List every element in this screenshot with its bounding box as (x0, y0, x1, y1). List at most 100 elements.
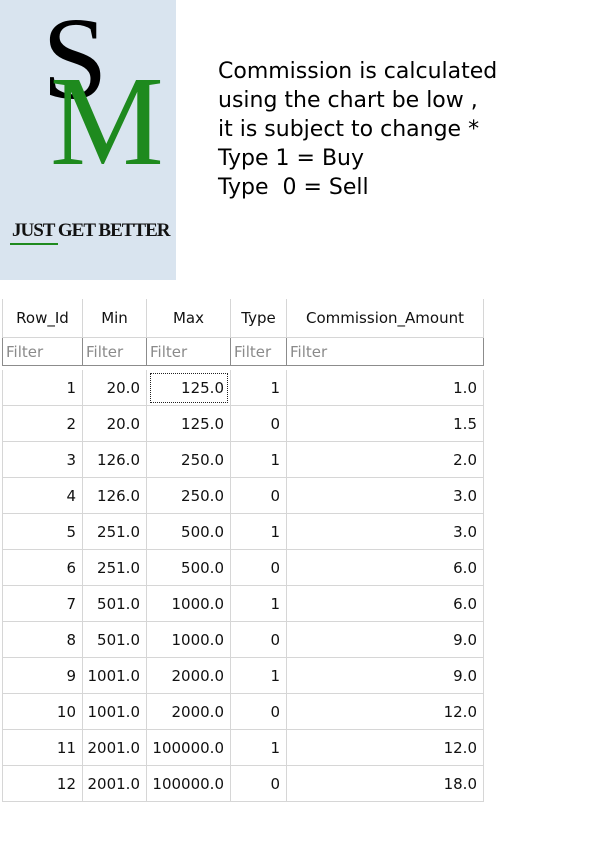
table-row[interactable]: 3 126.0 250.0 1 2.0 (2, 441, 484, 478)
cell-min[interactable]: 2001.0 (82, 729, 147, 766)
cell-max[interactable]: 500.0 (146, 549, 231, 586)
commission-table: Row_Id Min Max Type Commission_Amount 1 … (2, 299, 484, 802)
cell-min[interactable]: 501.0 (82, 621, 147, 658)
cell-max[interactable]: 2000.0 (146, 693, 231, 730)
cell-max[interactable]: 250.0 (146, 477, 231, 514)
filter-cell-type (230, 337, 287, 366)
cell-row-id[interactable]: 10 (2, 693, 83, 730)
column-header-type[interactable]: Type (230, 299, 287, 338)
tagline-underline (10, 243, 58, 245)
cell-type[interactable]: 0 (230, 549, 287, 586)
table-row[interactable]: 11 2001.0 100000.0 1 12.0 (2, 729, 484, 766)
note-line-2: using the chart be low , (218, 88, 478, 113)
cell-min[interactable]: 126.0 (82, 441, 147, 478)
filter-cell-min (82, 337, 147, 366)
table-row[interactable]: 5 251.0 500.0 1 3.0 (2, 513, 484, 550)
logo-letter-m: M (50, 50, 164, 192)
cell-max[interactable]: 100000.0 (146, 765, 231, 802)
filter-input-type[interactable] (231, 338, 286, 365)
cell-type[interactable]: 0 (230, 621, 287, 658)
cell-row-id[interactable]: 1 (2, 370, 83, 406)
cell-commission-amount[interactable]: 3.0 (286, 477, 484, 514)
cell-commission-amount[interactable]: 12.0 (286, 729, 484, 766)
table-row[interactable]: 2 20.0 125.0 0 1.5 (2, 405, 484, 442)
cell-max[interactable]: 1000.0 (146, 621, 231, 658)
logo-tagline: JUST GET BETTER (12, 220, 170, 241)
cell-row-id[interactable]: 4 (2, 477, 83, 514)
header-row: Row_Id Min Max Type Commission_Amount (2, 299, 484, 338)
cell-max[interactable]: 1000.0 (146, 585, 231, 622)
cell-row-id[interactable]: 9 (2, 657, 83, 694)
cell-commission-amount[interactable]: 2.0 (286, 441, 484, 478)
cell-max[interactable]: 100000.0 (146, 729, 231, 766)
cell-commission-amount[interactable]: 6.0 (286, 585, 484, 622)
cell-min[interactable]: 1001.0 (82, 693, 147, 730)
cell-min[interactable]: 20.0 (82, 370, 147, 406)
table-row[interactable]: 1 20.0 125.0 1 1.0 (2, 370, 484, 406)
table-row[interactable]: 10 1001.0 2000.0 0 12.0 (2, 693, 484, 730)
cell-max[interactable]: 500.0 (146, 513, 231, 550)
cell-commission-amount[interactable]: 6.0 (286, 549, 484, 586)
cell-type[interactable]: 1 (230, 441, 287, 478)
cell-min[interactable]: 251.0 (82, 549, 147, 586)
cell-commission-amount[interactable]: 18.0 (286, 765, 484, 802)
cell-min[interactable]: 1001.0 (82, 657, 147, 694)
filter-row (2, 337, 484, 366)
column-header-commission-amount[interactable]: Commission_Amount (286, 299, 484, 338)
cell-commission-amount[interactable]: 1.0 (286, 370, 484, 406)
note-line-5: Type 0 = Sell (218, 175, 369, 200)
filter-cell-row-id (2, 337, 83, 366)
cell-row-id[interactable]: 11 (2, 729, 83, 766)
cell-type[interactable]: 0 (230, 765, 287, 802)
filter-input-max[interactable] (147, 338, 230, 365)
cell-commission-amount[interactable]: 1.5 (286, 405, 484, 442)
cell-commission-amount[interactable]: 3.0 (286, 513, 484, 550)
logo-letter-s: S (42, 0, 108, 124)
cell-row-id[interactable]: 12 (2, 765, 83, 802)
table-row[interactable]: 6 251.0 500.0 0 6.0 (2, 549, 484, 586)
table-row[interactable]: 7 501.0 1000.0 1 6.0 (2, 585, 484, 622)
filter-input-row-id[interactable] (3, 338, 82, 365)
cell-type[interactable]: 1 (230, 657, 287, 694)
filter-cell-commission-amount (286, 337, 484, 366)
cell-type[interactable]: 1 (230, 585, 287, 622)
table-row[interactable]: 9 1001.0 2000.0 1 9.0 (2, 657, 484, 694)
table-row[interactable]: 4 126.0 250.0 0 3.0 (2, 477, 484, 514)
filter-input-commission-amount[interactable] (287, 338, 483, 365)
cell-min[interactable]: 251.0 (82, 513, 147, 550)
cell-type[interactable]: 1 (230, 513, 287, 550)
cell-min[interactable]: 20.0 (82, 405, 147, 442)
cell-max[interactable]: 2000.0 (146, 657, 231, 694)
column-header-row-id[interactable]: Row_Id (2, 299, 83, 338)
cell-commission-amount[interactable]: 9.0 (286, 621, 484, 658)
note-line-3: it is subject to change * (218, 117, 480, 142)
cell-row-id[interactable]: 8 (2, 621, 83, 658)
cell-max[interactable]: 250.0 (146, 441, 231, 478)
cell-commission-amount[interactable]: 12.0 (286, 693, 484, 730)
cell-row-id[interactable]: 5 (2, 513, 83, 550)
filter-input-min[interactable] (83, 338, 146, 365)
note-line-4: Type 1 = Buy (218, 146, 364, 171)
note-line-1: Commission is calculated (218, 59, 498, 84)
cell-max-selected[interactable]: 125.0 (146, 370, 231, 406)
table-row[interactable]: 8 501.0 1000.0 0 9.0 (2, 621, 484, 658)
cell-row-id[interactable]: 3 (2, 441, 83, 478)
logo: S M JUST GET BETTER (0, 0, 176, 280)
cell-type[interactable]: 1 (230, 370, 287, 406)
cell-row-id[interactable]: 7 (2, 585, 83, 622)
column-header-min[interactable]: Min (82, 299, 147, 338)
cell-min[interactable]: 501.0 (82, 585, 147, 622)
cell-min[interactable]: 126.0 (82, 477, 147, 514)
cell-row-id[interactable]: 2 (2, 405, 83, 442)
cell-type[interactable]: 0 (230, 477, 287, 514)
cell-min[interactable]: 2001.0 (82, 765, 147, 802)
cell-type[interactable]: 0 (230, 693, 287, 730)
cell-type[interactable]: 1 (230, 729, 287, 766)
commission-note: Commission is calculated using the chart… (218, 57, 578, 202)
cell-commission-amount[interactable]: 9.0 (286, 657, 484, 694)
table-row[interactable]: 12 2001.0 100000.0 0 18.0 (2, 765, 484, 802)
cell-row-id[interactable]: 6 (2, 549, 83, 586)
cell-type[interactable]: 0 (230, 405, 287, 442)
cell-max[interactable]: 125.0 (146, 405, 231, 442)
column-header-max[interactable]: Max (146, 299, 231, 338)
